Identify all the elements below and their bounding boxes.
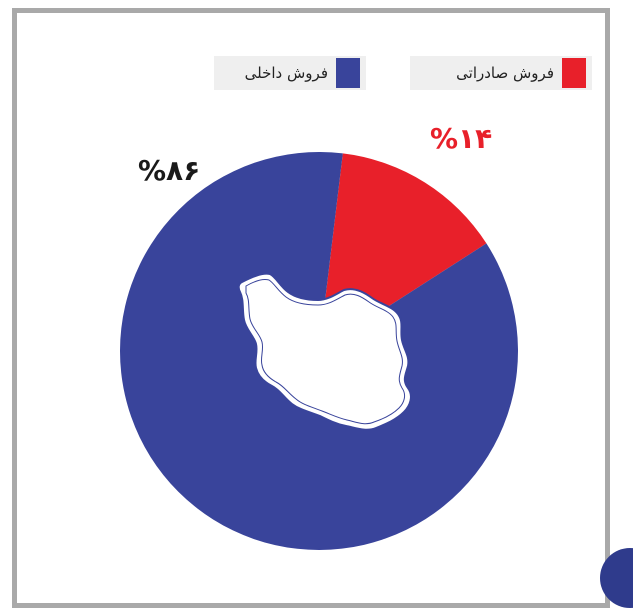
legend-label-domestic: فروش داخلی <box>244 64 328 82</box>
legend-label-export: فروش صادراتی <box>456 64 554 82</box>
iran-map-icon <box>237 272 412 431</box>
slice-label-domestic: %۸۶ <box>138 154 201 187</box>
legend-item-domestic: فروش داخلی <box>214 56 366 90</box>
slice-label-export: %۱۴ <box>430 122 493 155</box>
legend-swatch-export <box>562 58 586 88</box>
legend-swatch-domestic <box>336 58 360 88</box>
pie-chart <box>119 151 519 550</box>
legend-item-export: فروش صادراتی <box>410 56 592 90</box>
